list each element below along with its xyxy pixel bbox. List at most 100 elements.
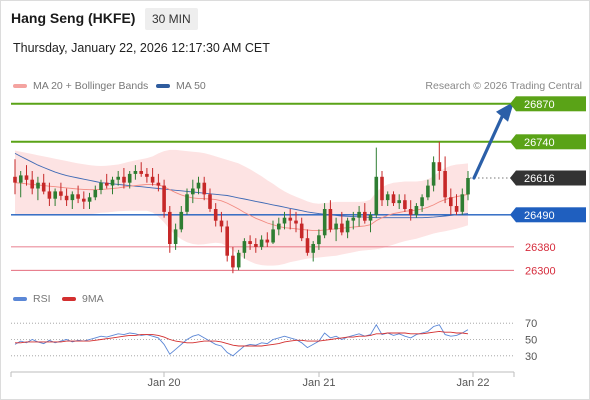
candle <box>173 223 178 250</box>
candle-body <box>225 226 229 256</box>
legend-rsi-ma-label: 9MA <box>82 293 104 305</box>
candle <box>133 165 138 180</box>
candle <box>122 168 126 189</box>
level-label-bg-resistance <box>516 134 586 150</box>
candle <box>208 188 212 212</box>
candle-body <box>271 229 275 243</box>
candle-body <box>454 206 459 212</box>
candle <box>460 188 465 215</box>
candle <box>311 241 315 262</box>
legend-rsi-ma: 9MA <box>62 293 104 305</box>
x-tick-label: Jan 20 <box>147 377 180 389</box>
candle-body <box>414 206 419 215</box>
legend-ma20: MA 20 + Bollinger Bands <box>13 80 148 92</box>
candle-body <box>403 200 407 209</box>
candle <box>391 191 396 206</box>
candle <box>414 203 419 218</box>
candle <box>47 182 52 206</box>
candle-body <box>70 194 75 201</box>
candle-body <box>317 235 321 245</box>
candle-body <box>110 179 115 186</box>
candle-body <box>196 182 201 189</box>
rsi-tick-label: 50 <box>525 335 537 347</box>
legend-rsi: RSI <box>13 293 51 305</box>
candle <box>185 188 189 215</box>
level-labels: 26870 26740 26616 26490 26380 26300 <box>510 96 586 277</box>
candle-body <box>357 211 361 218</box>
candle-body <box>368 214 373 221</box>
legend-ma20-label: MA 20 + Bollinger Bands <box>33 80 149 92</box>
rsi-tick-label: 30 <box>525 351 537 363</box>
candle <box>299 217 304 242</box>
candle <box>345 217 350 239</box>
rsi-panel: 70 50 30 <box>11 318 537 363</box>
candle-body <box>47 191 52 199</box>
ma20-swatch-icon <box>13 84 27 88</box>
time-axis: Jan 20 Jan 21 Jan 22 <box>10 371 515 389</box>
candle <box>162 179 166 218</box>
candle <box>93 185 98 201</box>
candle-body <box>294 220 298 224</box>
candle <box>150 168 155 186</box>
candle-body <box>24 175 29 180</box>
candle-body <box>116 176 120 180</box>
rsi-swatch-icon <box>13 297 27 301</box>
candle <box>82 191 86 209</box>
candle-body <box>208 194 212 209</box>
page-title: Hang Seng (HKFE) <box>11 10 136 26</box>
candle-body <box>41 182 46 192</box>
candle <box>305 229 310 256</box>
candle-body <box>351 217 356 221</box>
level-label-support: 26300 <box>525 265 556 277</box>
candle <box>225 220 229 262</box>
moving-averages <box>14 153 469 232</box>
level-label-resistance: 26870 <box>524 99 555 111</box>
candle-body <box>322 209 327 236</box>
candle-body <box>59 191 63 196</box>
candle <box>213 203 218 227</box>
candle <box>179 206 184 233</box>
level-label-support: 26380 <box>525 242 556 254</box>
level-label-resistance: 26740 <box>524 137 555 149</box>
candle-body <box>242 241 247 253</box>
candle-body <box>408 209 413 215</box>
candle <box>76 185 80 204</box>
rsi-ma-swatch-icon <box>62 297 76 301</box>
candle-body <box>179 211 184 230</box>
candle <box>368 211 373 233</box>
level-label-pointer-pivot <box>510 207 516 223</box>
candle <box>248 235 252 250</box>
x-tick-label: Jan 21 <box>302 377 335 389</box>
candle-body <box>191 188 195 195</box>
interval-badge[interactable]: 30 MIN <box>145 8 198 30</box>
rsi-line <box>14 323 469 357</box>
candle <box>87 192 92 209</box>
candle-body <box>288 217 293 221</box>
ma50-line <box>14 153 469 219</box>
candle-body <box>145 173 149 177</box>
candle <box>334 217 338 242</box>
candle <box>385 191 390 206</box>
candles <box>13 141 470 274</box>
candle <box>443 156 447 204</box>
candle-body <box>265 239 270 243</box>
candle-body <box>53 191 57 199</box>
candle <box>156 173 161 192</box>
candle <box>19 171 23 198</box>
legend-ma50-label: MA 50 <box>176 80 206 92</box>
candle-body <box>13 176 17 183</box>
candle-body <box>277 223 281 230</box>
candle-body <box>328 209 333 230</box>
candle-body <box>466 178 470 195</box>
candle <box>30 171 34 195</box>
candle-body <box>82 198 86 202</box>
candle <box>53 188 57 206</box>
level-label-bg-pivot <box>516 207 586 223</box>
candle <box>294 211 298 233</box>
candle <box>64 188 69 206</box>
candle-body <box>282 217 287 224</box>
candle-body <box>374 176 379 215</box>
level-label-pointer-resistance <box>510 134 516 150</box>
candle <box>322 203 327 239</box>
candle-body <box>443 171 447 198</box>
